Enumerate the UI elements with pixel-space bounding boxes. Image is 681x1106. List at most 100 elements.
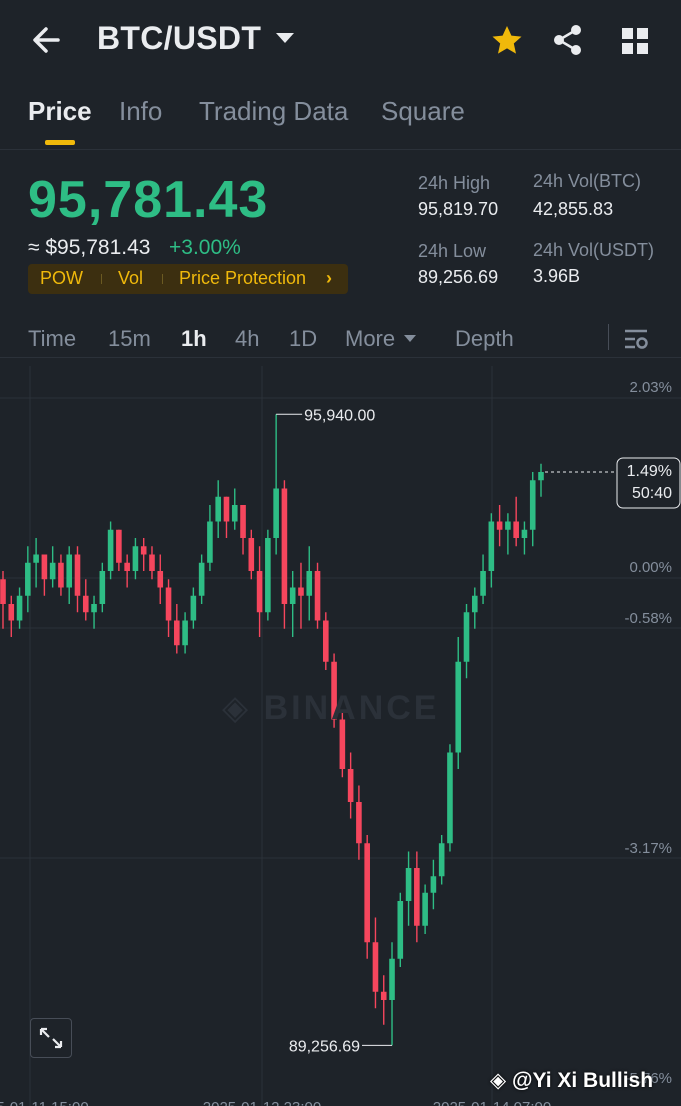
stat-label-high: 24h High xyxy=(418,173,491,193)
candle-body xyxy=(289,587,296,604)
tf-depth[interactable]: Depth xyxy=(455,326,514,351)
candle-body xyxy=(538,472,544,481)
candle-body xyxy=(331,661,337,720)
caret-down-icon[interactable] xyxy=(276,33,294,43)
candle-body xyxy=(505,521,511,530)
candle-body xyxy=(356,802,362,844)
tf-1h[interactable]: 1h xyxy=(181,326,207,351)
section-tabs: Price Info Trading Data Square xyxy=(0,92,681,150)
candle-body xyxy=(521,529,528,538)
stat-value-low: 89,256.69 xyxy=(418,267,499,287)
candle-body xyxy=(190,595,197,621)
stat-value-high: 95,819.70 xyxy=(418,199,499,219)
stat-value-vol-usdt: 3.96B xyxy=(533,266,581,286)
candle-body xyxy=(513,521,519,538)
current-price-tag xyxy=(616,457,681,509)
candle-body xyxy=(422,892,428,926)
candle-body xyxy=(107,529,114,571)
fiat-price: ≈ $95,781.43 xyxy=(28,236,151,259)
y-axis-label: 2.03% xyxy=(629,379,672,396)
last-price: 95,781.43 xyxy=(28,171,269,229)
candle-body xyxy=(91,604,97,613)
candle-body xyxy=(66,554,73,588)
tab-square[interactable]: Square xyxy=(381,96,465,126)
candle-body xyxy=(447,752,453,844)
candle-body xyxy=(480,571,486,596)
tag-vol[interactable]: Vol xyxy=(118,268,144,288)
star-icon[interactable] xyxy=(488,22,526,60)
candle-body xyxy=(306,571,313,596)
candle-body xyxy=(33,554,39,563)
candle-body xyxy=(8,604,15,621)
y-axis-label: -3.17% xyxy=(624,840,672,857)
tab-info[interactable]: Info xyxy=(119,96,163,126)
candle-body xyxy=(124,562,130,571)
timeframe-bar: Time 15m 1h 4h 1D More Depth xyxy=(0,318,681,358)
tf-more[interactable]: More xyxy=(345,326,396,351)
current-price-pct: 1.49% xyxy=(627,463,672,480)
more-caret-icon[interactable] xyxy=(404,335,416,342)
candle-body xyxy=(372,942,379,992)
chevron-right-icon[interactable]: › xyxy=(326,268,332,288)
candle-body xyxy=(16,595,23,621)
candle-body xyxy=(82,595,89,613)
binance-logo-icon: ◈ BINANCE xyxy=(222,689,440,727)
tf-1d[interactable]: 1D xyxy=(289,326,318,351)
x-axis-label: 2025-01-14 07:00 xyxy=(433,1099,551,1106)
candle-body xyxy=(347,769,354,802)
change-percent: +3.00% xyxy=(169,236,241,259)
candle-body xyxy=(0,579,6,604)
candle-body xyxy=(496,521,503,530)
candle-body xyxy=(116,529,122,563)
high-annotation: 95,940.00 xyxy=(304,407,375,424)
candle-body xyxy=(273,488,279,538)
pair-title[interactable]: BTC/USDT xyxy=(97,20,262,56)
tf-time[interactable]: Time xyxy=(28,326,77,351)
tag-pow[interactable]: POW xyxy=(40,268,83,288)
chart-settings-icon[interactable] xyxy=(622,326,650,352)
candle-body xyxy=(231,505,238,522)
credit-text: ◈ @Yi Xi Bullish xyxy=(490,1069,654,1092)
candle-body xyxy=(174,620,180,646)
candle-body xyxy=(149,554,155,571)
candle-body xyxy=(248,538,255,571)
grid-icon[interactable] xyxy=(620,26,650,56)
candlestick-chart[interactable]: 2.03% 0.00% -0.58% -3.17% -5.76% 95,940.00 89,… xyxy=(0,366,681,1106)
x-axis-label: 2025-01-11 15:00 xyxy=(0,1099,89,1106)
candle-body xyxy=(240,505,246,538)
candle-body xyxy=(438,843,445,877)
tf-4h[interactable]: 4h xyxy=(235,326,260,351)
candle-body xyxy=(339,719,346,769)
candle-body xyxy=(397,901,404,959)
candle-body xyxy=(74,554,81,596)
back-arrow-icon[interactable] xyxy=(28,22,68,58)
candle-body xyxy=(223,496,230,522)
candle-body xyxy=(405,868,412,901)
y-axis-label: 0.00% xyxy=(629,559,672,576)
candle-body xyxy=(323,620,329,662)
share-icon[interactable] xyxy=(550,22,586,58)
candle-body xyxy=(529,480,536,530)
candle-body xyxy=(132,546,139,571)
tab-trading-data[interactable]: Trading Data xyxy=(199,96,349,126)
tf-15m[interactable]: 15m xyxy=(108,326,151,351)
candle-body xyxy=(414,868,420,926)
expand-icon[interactable] xyxy=(30,1018,72,1058)
candle-body xyxy=(140,546,147,555)
tag-price-protection[interactable]: Price Protection xyxy=(179,268,307,288)
tag-strip[interactable]: POW Vol Price Protection › xyxy=(28,264,348,294)
candle-body xyxy=(182,620,188,646)
stat-label-vol-btc: 24h Vol(BTC) xyxy=(533,171,642,191)
active-tab-indicator xyxy=(45,140,75,145)
stat-label-vol-usdt: 24h Vol(USDT) xyxy=(533,240,655,260)
top-bar: BTC/USDT xyxy=(0,0,681,84)
stat-label-low: 24h Low xyxy=(418,241,487,261)
candle-body xyxy=(430,876,437,893)
tab-price[interactable]: Price xyxy=(28,96,92,126)
candle-body xyxy=(49,562,56,580)
countdown-timer: 50:40 xyxy=(632,485,672,502)
candle-body xyxy=(389,958,395,1000)
candle-body xyxy=(41,554,48,580)
candle-body xyxy=(256,571,263,613)
candle-body xyxy=(455,661,462,753)
